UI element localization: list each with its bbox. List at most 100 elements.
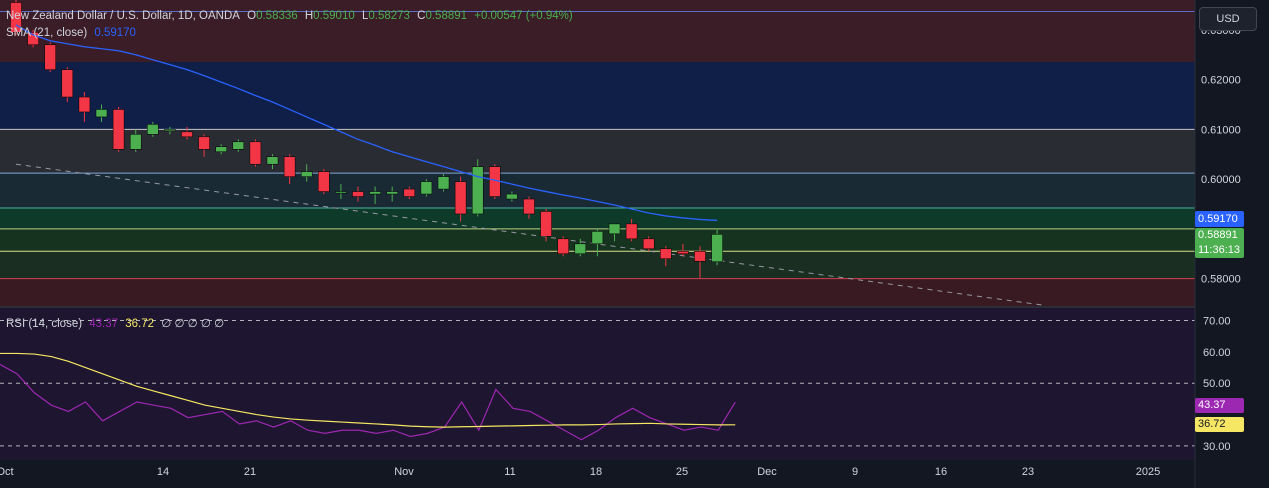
rsi-tick-label: 30.00 [1203,441,1231,453]
rsi-ma-value: 36.72 [125,318,155,330]
rsi-panel [0,308,1195,460]
time-tick-label: Nov [394,466,414,478]
sma-line [15,24,718,222]
sma-price-tag: 0.59170 [1195,211,1244,227]
candle [437,174,450,192]
candle-body [506,193,518,200]
open-value: O0.58336 [247,10,298,22]
candle-body [249,141,262,165]
candle-body [147,124,159,135]
candle-body [677,251,689,255]
rsi-background [0,306,1195,460]
rsi-tick-label: 60.00 [1203,347,1231,359]
candle [591,228,604,257]
zone-4 [0,207,1195,228]
candle-body [471,166,484,215]
candle-body [574,243,587,255]
candle-body [283,156,296,177]
candle [61,67,74,102]
candle [10,0,22,35]
candle-body [95,109,108,118]
candle-body [181,131,193,138]
candle-body [27,32,39,46]
candle-body [352,191,364,197]
sma-legend[interactable]: SMA (21, close) 0.59170 [6,27,140,39]
candle [677,243,689,257]
rsi-legend[interactable]: RSI (14, close) 43.37 36.72 ∅ ∅ ∅ ∅ ∅ [6,316,228,330]
candle-body [540,211,552,237]
candle [95,104,108,122]
candle [642,236,655,252]
high-value: H0.59010 [304,10,355,22]
symbol-legend[interactable]: New Zealand Dollar / U.S. Dollar, 1D, OA… [6,10,577,22]
currency-button[interactable]: USD [1199,7,1257,31]
candle-body [300,171,313,177]
time-tick-label: 23 [1022,466,1034,478]
candle-body [660,248,672,259]
zone-7 [0,278,1195,306]
rsi-price-tag: 43.37 [1195,398,1244,413]
symbol-name: New Zealand Dollar / U.S. Dollar, 1D, OA… [6,10,240,22]
candle-body [215,146,227,153]
candle [215,144,227,155]
candle [471,159,484,217]
candle [540,208,552,242]
time-tick-label: 11 [504,466,515,478]
candle-body [625,223,638,240]
candle [523,196,535,219]
candle-body [232,141,245,150]
candle-body [454,181,467,215]
candle [249,139,262,167]
zone-0 [0,0,1195,63]
candle [164,126,176,135]
candle-body [420,181,433,195]
candle-body [10,2,22,33]
rsi-ma-polyline [0,352,736,428]
candle [335,184,347,200]
candle-body [642,238,655,250]
sma-polyline [15,24,718,222]
candle-body [266,156,279,165]
candle [557,236,569,257]
rsi-ma-price-tag: 36.72 [1195,417,1244,432]
time-tick-label: 21 [244,466,256,478]
rsi-polyline [0,363,736,441]
time-axis-bg [0,460,1195,488]
time-tick-label: 25 [676,466,688,478]
candle [574,238,587,257]
countdown-timer: 11:36:13 [1198,244,1241,256]
rsi-placeholders: ∅ ∅ ∅ ∅ ∅ [161,318,225,330]
zone-3 [0,173,1195,208]
candle [369,186,381,204]
candle [625,218,638,242]
price-tick-label: 0.60000 [1201,174,1241,186]
trendline-segment[interactable] [15,163,1043,306]
candle-body [198,136,210,150]
price-tick-label: 0.62000 [1201,75,1241,87]
candle-body [711,234,723,262]
candle [454,176,467,222]
time-tick-label: 2025 [1136,466,1160,478]
candle-body [694,251,706,262]
last-price-value: 0.58891 [1198,229,1238,241]
sma-label: SMA (21, close) [6,27,88,39]
candle [694,246,706,279]
candle [318,169,330,195]
candle [283,154,296,185]
rsi-label: RSI (14, close) [6,318,83,330]
candle-body [61,69,74,98]
candle-body [557,238,569,255]
candle [403,186,416,200]
trendline[interactable] [15,163,1043,306]
change-value: +0.00547 (+0.94%) [474,10,573,22]
time-tick-label: 9 [852,466,858,478]
candle [711,228,723,266]
candle-body [335,191,347,194]
low-value: L0.58273 [361,10,410,22]
candle-body [386,191,398,195]
time-tick-label: Dec [757,466,777,478]
candle [266,154,279,170]
candle [506,191,518,202]
time-tick-label: 16 [935,466,947,478]
